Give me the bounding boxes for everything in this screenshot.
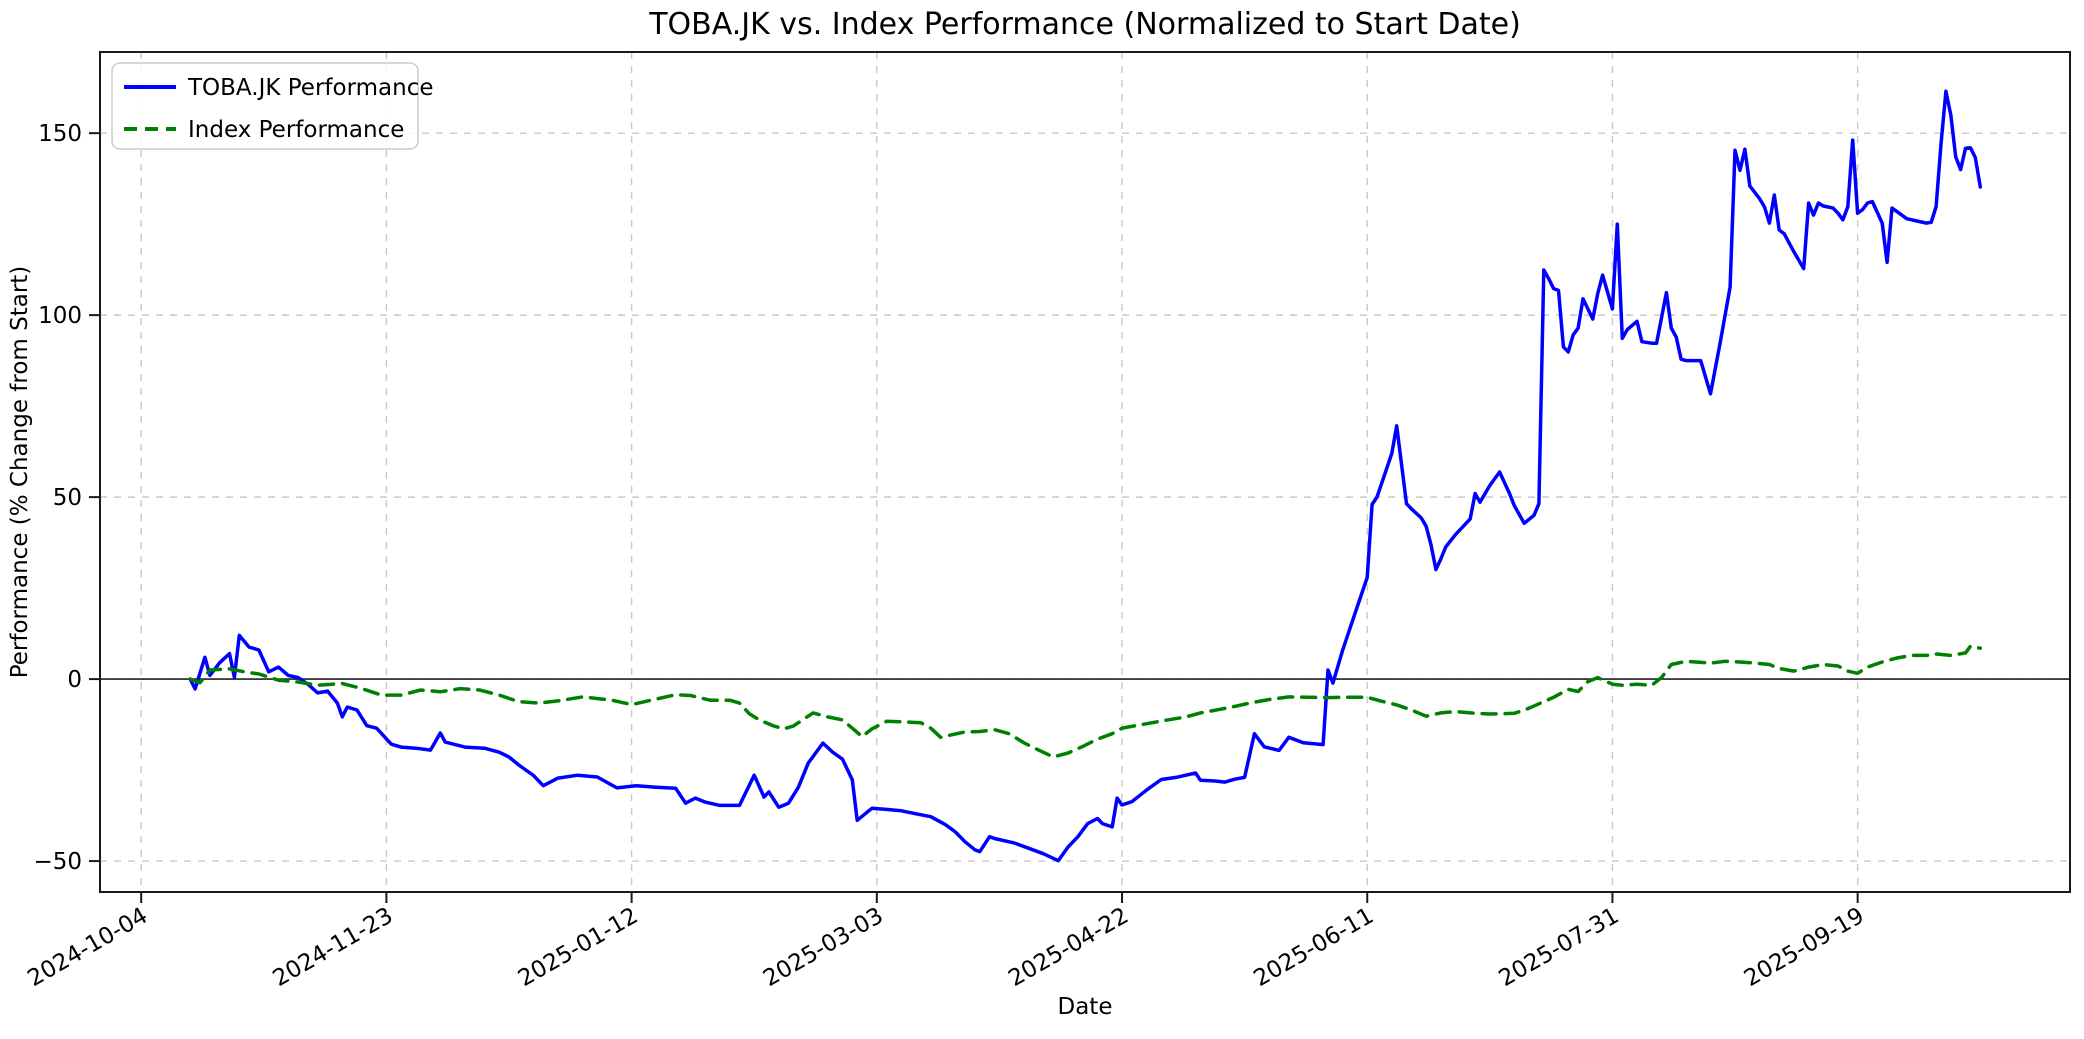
x-tick-label: 2025-06-11	[1249, 903, 1378, 992]
plot-border	[99, 51, 2071, 893]
y-axis-label: Performance (% Change from Start)	[7, 266, 33, 679]
y-tick-label: 0	[67, 667, 82, 693]
toba-series-line	[188, 89, 1983, 863]
x-tick-label: 2025-07-31	[1495, 903, 1624, 992]
x-tick-label: 2025-01-12	[514, 903, 643, 992]
grid-lines	[100, 52, 2070, 892]
legend: TOBA.JK Performance Index Performance	[111, 62, 434, 150]
x-axis-label: Date	[1058, 994, 1113, 1020]
y-tick-label: 50	[53, 485, 82, 511]
chart-title: TOBA.JK vs. Index Performance (Normalize…	[648, 7, 1521, 42]
y-tick-label: −50	[33, 849, 82, 875]
legend-box	[111, 62, 419, 150]
series-lines	[188, 89, 1983, 863]
axis-ticks	[89, 132, 1859, 903]
x-tick-label: 2025-09-19	[1740, 903, 1869, 992]
x-tick-label: 2025-04-22	[1004, 903, 1133, 992]
index-series-line	[188, 644, 1983, 759]
legend-toba-label: TOBA.JK Performance	[187, 75, 434, 101]
x-tick-label: 2025-03-03	[759, 903, 888, 992]
x-tick-label: 2024-10-04	[23, 903, 152, 992]
x-tick-label: 2024-11-23	[269, 903, 398, 992]
legend-index-label: Index Performance	[188, 117, 404, 143]
y-tick-label: 150	[38, 121, 82, 147]
y-tick-label: 100	[38, 303, 82, 329]
